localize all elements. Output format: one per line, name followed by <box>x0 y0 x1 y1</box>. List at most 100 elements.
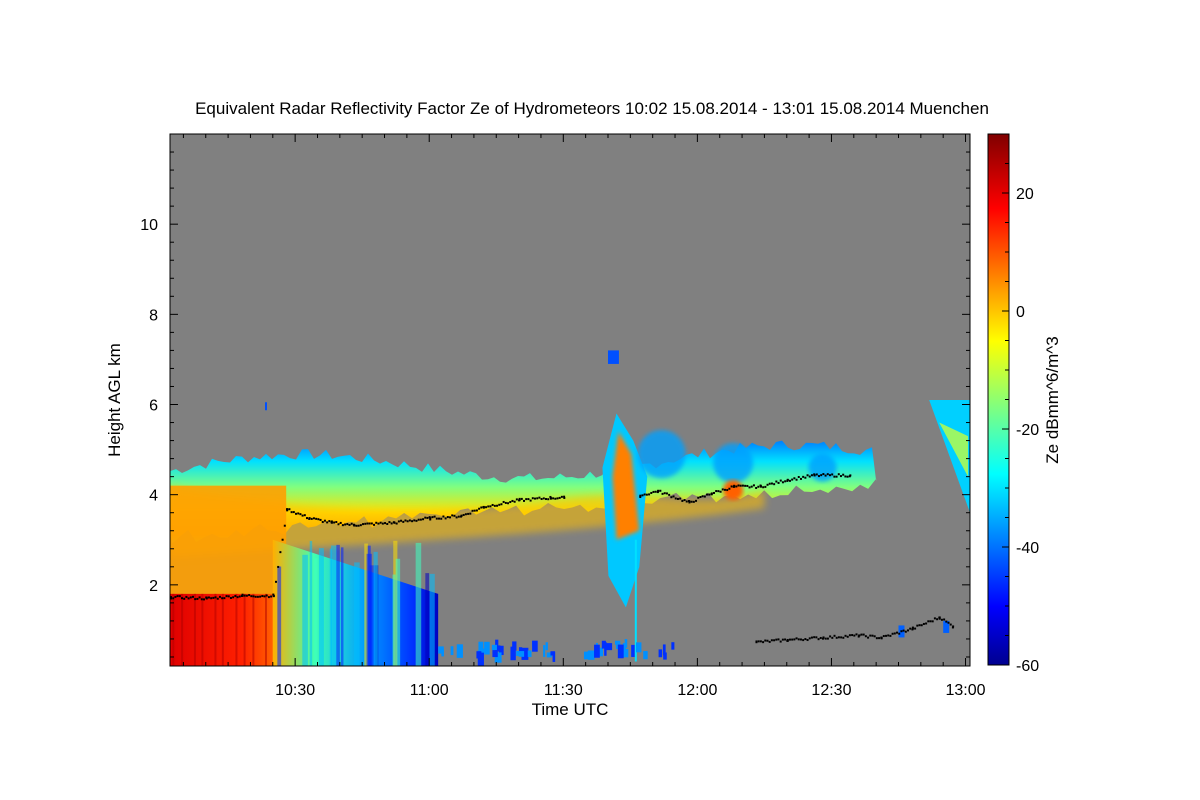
echo-surface-clutter <box>605 643 613 651</box>
echo-surface-clutter <box>492 650 498 658</box>
cloud-base-dot <box>799 638 802 641</box>
cloud-base-dot <box>936 618 939 621</box>
cloud-base-dot <box>496 504 499 507</box>
cloud-base-dot <box>328 520 331 523</box>
echo-surface-clutter <box>512 641 517 651</box>
echo-precip-core <box>170 593 273 666</box>
cloud-base-dot <box>172 597 175 600</box>
cloud-base-dot <box>370 522 373 525</box>
cloud-base-dot <box>513 500 516 503</box>
cloud-base-dot <box>558 496 561 499</box>
cloud-base-dot <box>951 626 954 629</box>
echo-surface-precipitation <box>170 485 287 666</box>
cloud-base-dot <box>267 596 270 599</box>
cloud-base-dot <box>810 636 813 639</box>
cloud-base-dot <box>839 475 842 478</box>
echo-surface-clutter <box>636 642 642 653</box>
cloud-base-dot <box>817 475 820 478</box>
cloud-base-dot <box>645 493 648 496</box>
cloud-base-dot <box>869 634 872 637</box>
colorbar: 20 0 -20 -40 -60 Ze dBmm^6/m^3 <box>987 133 1062 675</box>
echo-streak <box>369 565 376 666</box>
x-tick-label: 12:00 <box>677 682 717 699</box>
cloud-base-dot <box>400 519 403 522</box>
cloud-base-dot <box>927 620 930 623</box>
echo-precip-streak <box>214 593 217 666</box>
cloud-base-dot <box>440 517 443 520</box>
cloud-base-dot <box>797 476 800 479</box>
cloud-base-dot <box>404 519 407 522</box>
cloud-base-dot <box>469 512 472 515</box>
cloud-base-dot <box>806 474 809 477</box>
cloud-base-dot <box>348 523 351 526</box>
cloud-base-dot <box>918 624 921 627</box>
cloud-base-dot <box>826 473 829 476</box>
x-tick-label: 11:30 <box>544 682 583 699</box>
cloud-base-dot <box>270 595 273 598</box>
cloud-base-dot <box>759 485 762 488</box>
colorbar-label: Ze dBmm^6/m^3 <box>1043 336 1062 463</box>
cloud-base-dot <box>527 498 530 501</box>
cloud-base-dot <box>784 480 787 483</box>
cloud-base-dot <box>739 484 742 487</box>
cloud-base-dot <box>885 634 888 637</box>
cloud-base-dot <box>764 639 767 642</box>
cloud-base-dot <box>236 596 239 599</box>
echo-surface-clutter <box>631 644 635 657</box>
cloud-base-dot <box>806 639 809 642</box>
cloud-base-dot <box>379 521 382 524</box>
cloud-base-dot <box>891 632 894 635</box>
cloud-base-dot <box>525 498 528 501</box>
cloud-base-dot <box>681 499 684 502</box>
cloud-base-dot <box>451 514 454 517</box>
cloud-base-dot <box>940 618 943 621</box>
cloud-base-dot <box>931 620 934 623</box>
cloud-base-dot <box>254 595 257 598</box>
cloud-base-dot <box>819 636 822 639</box>
cloud-base-dot <box>438 517 441 520</box>
cloud-base-dot <box>793 477 796 480</box>
echo-surface-clutter <box>663 652 667 660</box>
echo-surface-clutter <box>518 647 523 655</box>
echo-precip-streak <box>181 593 184 666</box>
cloud-base-dot <box>873 635 876 638</box>
cloud-base-dot <box>274 580 277 583</box>
cloud-base-dot <box>277 565 280 568</box>
cloud-base-dot <box>563 495 566 498</box>
cloud-base-dot <box>552 497 555 500</box>
cloud-base-dot <box>701 495 704 498</box>
cloud-base-dot <box>938 616 941 619</box>
cloud-base-dot <box>435 517 438 520</box>
cloud-base-dot <box>500 503 503 506</box>
cloud-base-dot <box>221 597 224 600</box>
echo-surface-clutter <box>516 650 520 656</box>
cloud-base-dot <box>808 475 811 478</box>
echo-precip-streak <box>221 593 224 666</box>
cloud-base-dot <box>292 511 295 514</box>
cloud-base-dot <box>922 622 925 625</box>
cloud-base-dot <box>415 519 418 522</box>
cloud-base-dot <box>791 478 794 481</box>
cloud-base-dot <box>393 521 396 524</box>
cloud-base-dot <box>889 634 892 637</box>
echo-surface-clutter <box>601 640 606 649</box>
echo-precip-streak <box>193 593 196 666</box>
cloud-base-dot <box>902 629 905 632</box>
cloud-base-dot <box>766 483 769 486</box>
cloud-base-dot <box>290 511 293 514</box>
echo-streak <box>302 554 308 666</box>
cloud-base-dot <box>777 638 780 641</box>
cloud-base-dot <box>471 509 474 512</box>
cloud-base-dot <box>433 515 436 518</box>
echo-surface-clutter <box>671 642 675 650</box>
echo-surface-clutter <box>622 643 626 655</box>
cloud-base-dot <box>699 495 702 498</box>
cloud-base-dot <box>755 641 758 644</box>
cloud-base-dot <box>846 635 849 638</box>
echo-precip-streak <box>201 593 204 666</box>
cloud-base-dot <box>509 501 512 504</box>
cloud-base-dot <box>804 638 807 641</box>
cloud-base-dot <box>762 486 765 489</box>
cloud-base-dot <box>545 498 548 501</box>
echo-surface-clutter <box>498 645 504 656</box>
